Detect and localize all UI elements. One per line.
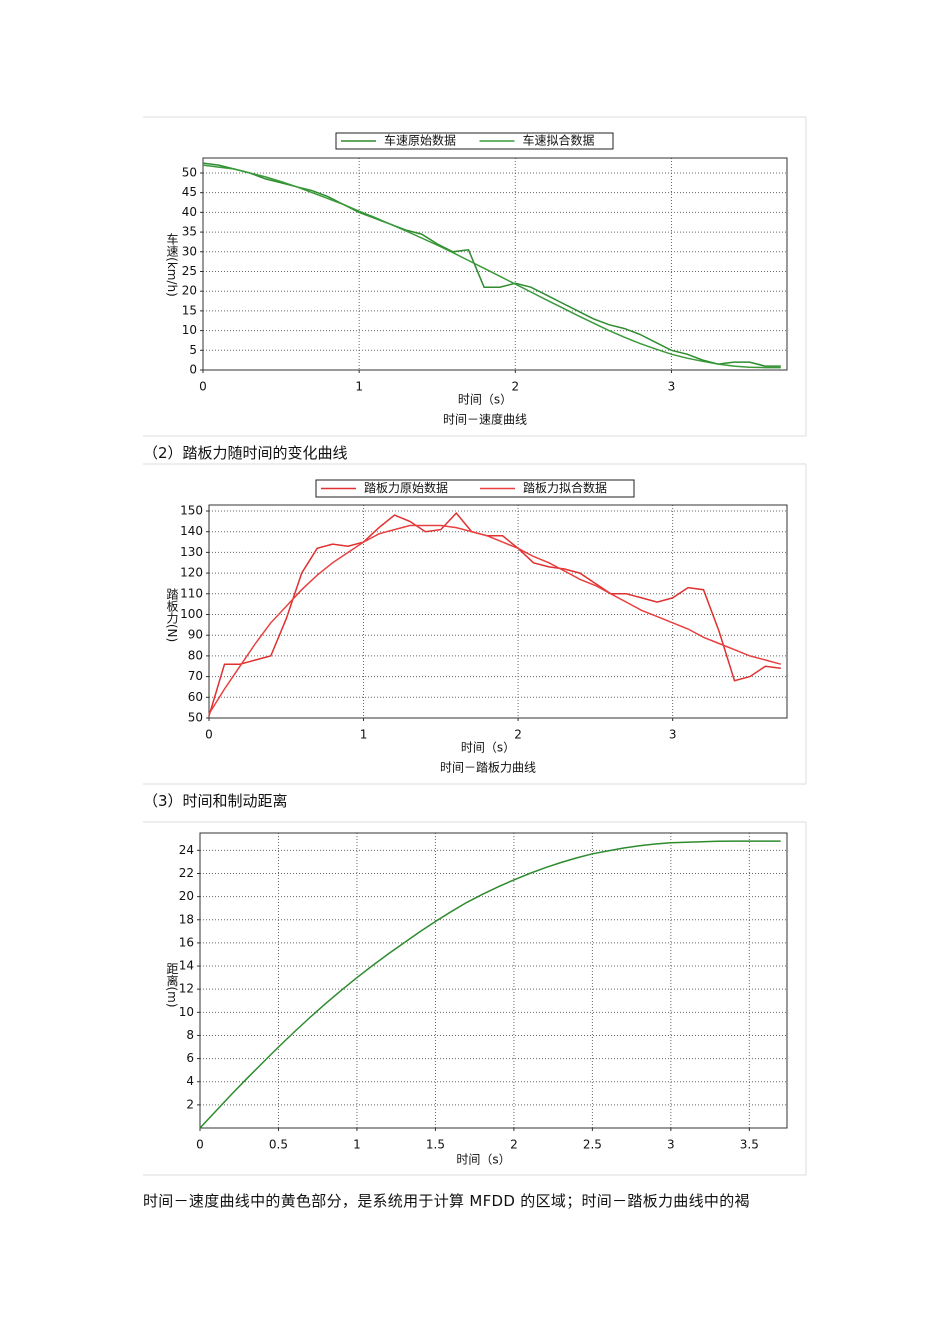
y-tick-label: 120 — [180, 566, 203, 580]
plot-area — [209, 505, 787, 718]
x-tick-label: 0 — [196, 1138, 204, 1152]
plot-area — [200, 833, 787, 1128]
y-tick-label: 20 — [182, 284, 197, 298]
chart-caption: 时间－速度曲线 — [443, 412, 527, 427]
y-tick-label: 20 — [179, 889, 194, 903]
y-tick-label: 35 — [182, 225, 197, 239]
y-tick-label: 8 — [186, 1028, 194, 1042]
x-tick-label: 3.5 — [740, 1138, 759, 1152]
legend-label: 车速原始数据 — [384, 133, 456, 148]
y-tick-label: 2 — [186, 1097, 194, 1111]
y-tick-label: 12 — [179, 982, 194, 996]
y-tick-label: 90 — [188, 628, 203, 642]
chart-caption: 时间－踏板力曲线 — [440, 761, 536, 775]
y-tick-label: 14 — [179, 959, 194, 973]
chart: 0 5 10 15 20 25 30 35 40 45 50 0 1 2 3 车速原始数据 车速拟合数据车速(k… — [143, 116, 807, 437]
y-tick-label: 30 — [182, 244, 197, 258]
y-tick-label: 22 — [179, 866, 194, 880]
x-tick-label: 1 — [353, 1138, 361, 1152]
legend-label: 踏板力拟合数据 — [523, 480, 607, 495]
y-tick-label: 5 — [189, 343, 197, 357]
x-axis-label: 时间（s） — [461, 741, 515, 755]
chart: 50607080901001101201301401500 1 2 3踏板力原始数据踏… — [143, 463, 807, 785]
plot-area — [203, 158, 787, 370]
plot-border — [208, 504, 788, 719]
data-line — [208, 524, 781, 715]
y-tick-label: 15 — [182, 303, 197, 317]
x-tick-label: 1 — [360, 728, 368, 742]
y-tick-label: 130 — [180, 545, 203, 559]
paragraph: 时间－速度曲线中的黄色部分，是系统用于计算 MFDD 的区域；时间－踏板力曲线中… — [143, 1192, 750, 1210]
y-tick-label: 24 — [179, 843, 194, 857]
x-tick-label: 3 — [667, 1138, 675, 1152]
legend-box — [315, 479, 635, 498]
x-tick-label: 0 — [205, 728, 213, 742]
y-tick-label: 40 — [182, 205, 197, 219]
x-tick-label: 2.5 — [583, 1138, 602, 1152]
y-tick-label: 150 — [180, 504, 203, 518]
x-tick-label: 2 — [514, 728, 522, 742]
plot-border — [199, 832, 788, 1129]
x-tick-label: 2 — [510, 1138, 518, 1152]
heading: （3）时间和制动距离 — [143, 792, 288, 810]
y-tick-label: 16 — [179, 935, 194, 949]
legend-label: 车速拟合数据 — [523, 133, 595, 148]
x-axis-label: 时间（s） — [458, 393, 512, 407]
y-tick-label: 80 — [188, 648, 203, 662]
data-line — [199, 840, 781, 1129]
legend-label: 踏板力原始数据 — [364, 480, 448, 495]
y-tick-label: 50 — [182, 165, 197, 179]
x-tick-label: 0.5 — [269, 1138, 288, 1152]
y-tick-label: 10 — [179, 1005, 194, 1019]
x-tick-label: 1 — [355, 380, 363, 394]
y-tick-label: 4 — [186, 1074, 194, 1088]
y-tick-label: 45 — [182, 185, 197, 199]
y-tick-label: 50 — [188, 711, 203, 725]
x-tick-label: 0 — [199, 380, 207, 394]
x-tick-label: 1.5 — [426, 1138, 445, 1152]
y-tick-label: 18 — [179, 912, 194, 926]
y-axis-label: 距离(m) — [165, 962, 179, 1007]
heading: （2）踏板力随时间的变化曲线 — [143, 444, 348, 462]
y-axis-label: 踏板力(N) — [165, 587, 179, 642]
x-tick-label: 2 — [511, 380, 519, 394]
y-tick-label: 70 — [188, 669, 203, 683]
x-tick-label: 3 — [669, 728, 677, 742]
y-tick-label: 60 — [188, 690, 203, 704]
data-line — [202, 164, 781, 369]
y-tick-label: 6 — [186, 1051, 194, 1065]
y-axis-label: 车速(km/h) — [165, 232, 179, 297]
y-tick-label: 10 — [182, 323, 197, 337]
y-tick-label: 140 — [180, 524, 203, 538]
y-tick-label: 25 — [182, 264, 197, 278]
data-line — [208, 511, 781, 717]
y-tick-label: 0 — [189, 363, 197, 377]
y-tick-label: 110 — [180, 586, 203, 600]
plot-border — [202, 157, 788, 371]
x-tick-label: 3 — [668, 380, 676, 394]
y-tick-label: 100 — [180, 607, 203, 621]
legend-box — [335, 132, 614, 150]
x-axis-label: 时间（s） — [456, 1153, 510, 1167]
